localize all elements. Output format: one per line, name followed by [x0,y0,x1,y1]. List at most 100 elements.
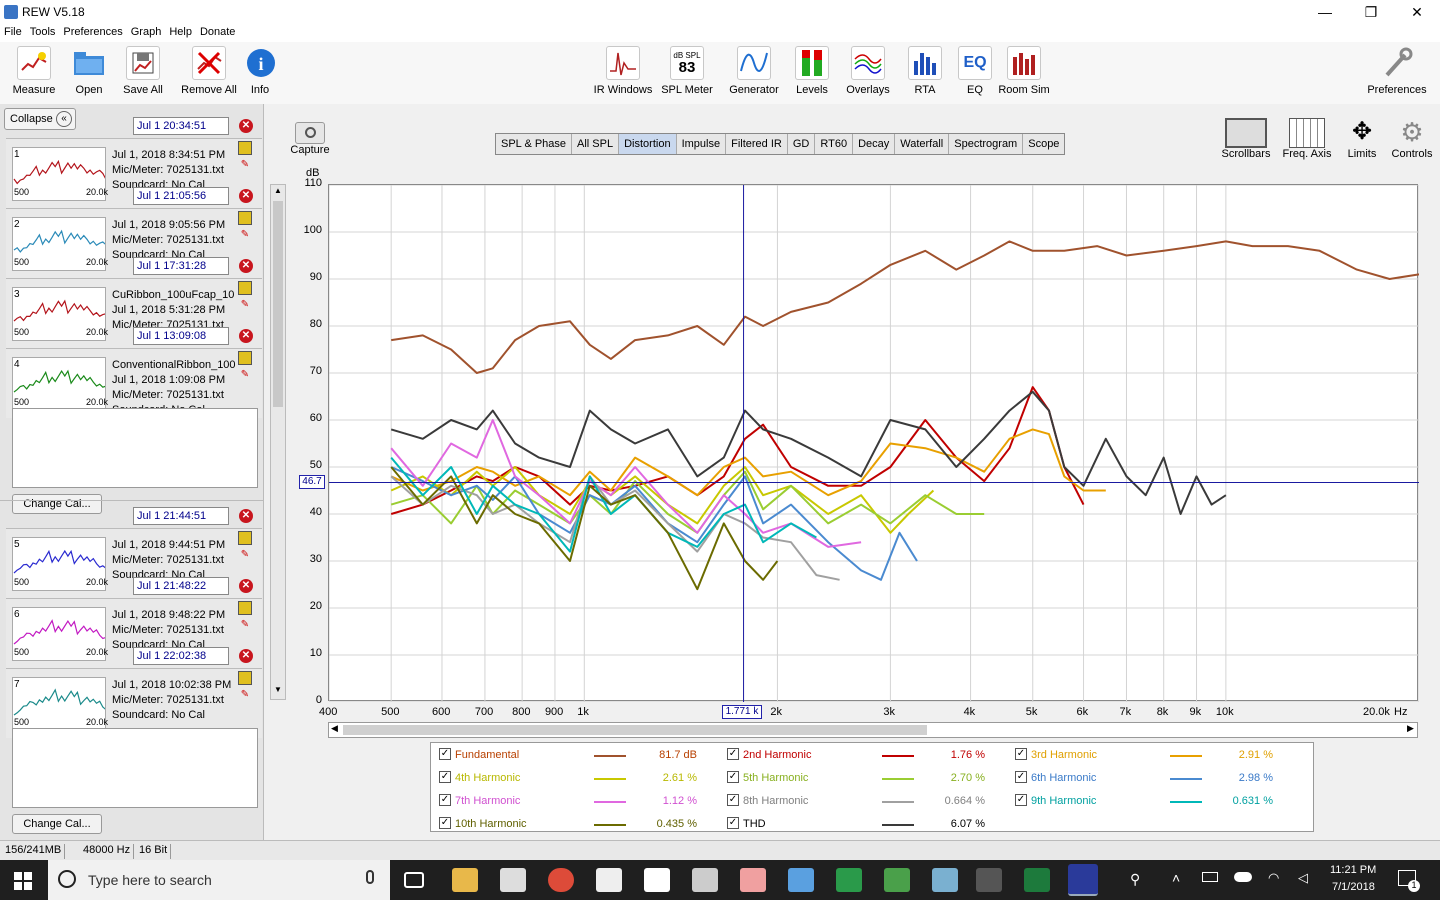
measurement-item-4[interactable]: 4 500 20.0k ConventionalRibbon_100 Jul 1, 20… [6,348,262,418]
pencil-icon[interactable]: ✎ [240,549,250,560]
wifi-icon[interactable]: ◠ [1268,870,1280,885]
distortion-graph[interactable] [328,184,1420,703]
trace-6th-harmonic[interactable] [390,466,918,581]
scroll-thumb[interactable] [273,201,283,407]
excel-icon[interactable] [1024,868,1050,892]
scroll-right-icon[interactable]: ▶ [1407,723,1414,733]
controls-button[interactable]: ⚙ Controls [1388,118,1436,160]
measurement-name-field[interactable]: Jul 1 22:02:38 [133,647,229,665]
scrollbars-button[interactable]: Scrollbars [1218,118,1274,160]
menu-file[interactable]: File [4,26,22,38]
people-icon[interactable]: ⚲ [1130,871,1141,887]
delete-measurement-icon[interactable]: ✕ [239,259,253,273]
trace-9th-harmonic[interactable] [390,456,817,553]
properties-icon[interactable] [238,351,252,365]
file-explorer-icon[interactable] [452,868,478,892]
measurement-notes[interactable] [12,728,258,808]
trace-color-swatch[interactable] [594,755,626,757]
trace-checkbox[interactable]: ✓ [439,817,451,829]
app-icon-generic[interactable] [976,868,1002,892]
paint-icon[interactable] [740,868,766,892]
levels-button[interactable]: Levels [790,46,834,96]
limits-button[interactable]: ✥ Limits [1340,118,1384,160]
trace-color-swatch[interactable] [594,801,626,803]
trace-color-swatch[interactable] [882,778,914,780]
pencil-icon[interactable]: ✎ [240,229,250,240]
tab-rt60[interactable]: RT60 [815,134,854,154]
measurement-thumbnail[interactable] [12,147,107,201]
tab-gd[interactable]: GD [788,134,816,154]
trace-color-swatch[interactable] [594,778,626,780]
measurement-thumbnail[interactable] [12,217,107,271]
rta-button[interactable]: RTA [906,46,944,96]
measurement-name-field[interactable]: Jul 1 21:48:22 [133,577,229,595]
tab-all-spl[interactable]: All SPL [572,134,620,154]
trace-checkbox[interactable]: ✓ [439,748,451,760]
pencil-icon[interactable]: ✎ [240,689,250,700]
close-button[interactable]: ✕ [1411,3,1423,20]
tray-chevron-icon[interactable]: ˄ [1172,870,1181,886]
measurement-notes[interactable] [12,408,258,488]
menu-tools[interactable]: Tools [29,26,56,38]
action-center-icon[interactable] [1398,870,1416,886]
hscroll-thumb[interactable] [343,725,927,735]
properties-icon[interactable] [238,281,252,295]
measurement-name-field[interactable]: Jul 1 17:31:28 [133,257,229,275]
measurement-thumbnail[interactable] [12,677,107,731]
trace-checkbox[interactable]: ✓ [1015,771,1027,783]
trace-color-swatch[interactable] [1170,755,1202,757]
menu-preferences[interactable]: Preferences [63,26,123,38]
microphone-icon[interactable] [366,870,374,884]
evernote-icon[interactable] [884,868,910,892]
tab-waterfall[interactable]: Waterfall [895,134,950,154]
trace-checkbox[interactable]: ✓ [727,748,739,760]
battery-icon[interactable] [1202,872,1218,882]
delete-measurement-icon[interactable]: ✕ [239,189,253,203]
clock-time[interactable]: 11:21 PM [1330,864,1377,876]
rew-taskbar-icon[interactable] [1068,864,1098,896]
freq-axis-button[interactable]: Freq. Axis [1278,118,1336,160]
change-cal-button[interactable]: Change Cal... [12,814,102,834]
trace-thd[interactable] [390,390,1227,515]
store-icon[interactable] [500,868,526,892]
trace-checkbox[interactable]: ✓ [727,817,739,829]
tab-impulse[interactable]: Impulse [677,134,727,154]
scroll-up-icon[interactable]: ▲ [274,186,282,195]
collapse-button[interactable]: Collapse « [4,108,76,130]
eq-button[interactable]: EQ EQ [956,46,994,96]
delete-measurement-icon[interactable]: ✕ [239,329,253,343]
google-drive-icon[interactable] [836,868,862,892]
trace-color-swatch[interactable] [594,824,626,826]
menu-donate[interactable]: Donate [199,26,236,38]
delete-measurement-icon[interactable]: ✕ [239,119,253,133]
open-button[interactable]: Open [66,46,112,96]
taskbar-search[interactable]: Type here to search [48,860,390,900]
trace-4th-harmonic[interactable] [390,466,935,534]
room-sim-button[interactable]: Room Sim [998,46,1050,96]
notes-icon[interactable] [932,868,958,892]
graph-scrollbar[interactable]: ◀ ▶ [328,722,1418,738]
measurement-thumbnail[interactable] [12,537,107,591]
tab-decay[interactable]: Decay [853,134,896,154]
trace-checkbox[interactable]: ✓ [727,794,739,806]
clock-date[interactable]: 7/1/2018 [1332,881,1375,893]
remote-desktop-icon[interactable] [788,868,814,892]
dropbox-icon[interactable] [644,868,670,892]
onedrive-icon[interactable] [1234,872,1252,882]
ir-windows-button[interactable]: IR Windows [592,46,654,96]
trace-checkbox[interactable]: ✓ [1015,794,1027,806]
maximize-button[interactable]: ❐ [1364,3,1378,20]
chrome-icon[interactable] [548,868,574,892]
properties-icon[interactable] [238,671,252,685]
volume-icon[interactable]: ◁ [1298,870,1308,885]
tab-spl-phase[interactable]: SPL & Phase [496,134,573,154]
tab-filtered-ir[interactable]: Filtered IR [726,134,788,154]
scroll-left-icon[interactable]: ◀ [331,723,338,733]
measurement-thumbnail[interactable] [12,287,107,341]
trace-7th-harmonic[interactable] [390,419,862,548]
trace-color-swatch[interactable] [882,801,914,803]
trace-checkbox[interactable]: ✓ [727,771,739,783]
measurement-name-field[interactable]: Jul 1 13:09:08 [133,327,229,345]
calculator-icon[interactable] [692,868,718,892]
trace-color-swatch[interactable] [1170,801,1202,803]
